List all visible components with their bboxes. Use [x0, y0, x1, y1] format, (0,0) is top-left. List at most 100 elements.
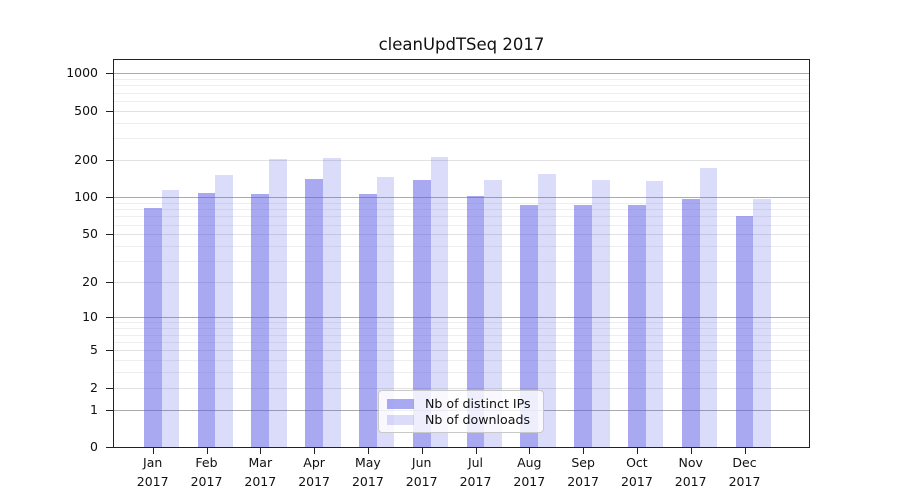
x-tick-label: Feb 2017 — [190, 455, 223, 489]
gridline-minor — [114, 138, 809, 140]
y-tick-label: 10 — [82, 309, 98, 325]
bar-ips-jul — [466, 195, 485, 447]
bar-downloads-apr — [322, 158, 341, 447]
bar-ips-may — [359, 194, 377, 447]
gridline-minor — [114, 92, 809, 94]
bar-downloads-sep — [591, 180, 610, 447]
gridline-major — [114, 110, 809, 112]
gridline-minor — [114, 359, 809, 361]
gridline-minor — [114, 100, 809, 102]
x-tick-mark — [529, 448, 531, 454]
x-tick-label: Oct 2017 — [620, 455, 653, 489]
bar-ips-dec — [735, 216, 754, 447]
legend-item-distinct-ips: Nb of distinct IPs — [387, 396, 535, 411]
bar-downloads-feb — [215, 174, 234, 447]
plot-area — [113, 59, 810, 448]
gridline-minor — [114, 85, 809, 87]
gridline-minor — [114, 334, 809, 336]
y-tick-label: 5 — [90, 342, 98, 358]
y-tick-label: 20 — [82, 274, 98, 290]
y-tick-label: 1000 — [66, 65, 98, 81]
x-tick-label: Apr 2017 — [298, 455, 330, 489]
gridline-minor — [114, 261, 809, 263]
y-tick-label: 100 — [74, 189, 98, 205]
legend-item-downloads: Nb of downloads — [387, 412, 535, 427]
bar-ips-mar — [251, 194, 270, 447]
bar-downloads-jul — [484, 179, 503, 447]
gridline-major — [114, 234, 809, 236]
y-tick-label: 200 — [74, 152, 98, 168]
chart-title: cleanUpdTSeq 2017 — [378, 35, 545, 54]
x-tick-label: May 2017 — [351, 455, 384, 489]
x-tick-label: Aug 2017 — [513, 455, 546, 489]
y-tick-label: 500 — [74, 102, 98, 118]
y-tick-mark — [106, 282, 114, 284]
x-tick-mark — [421, 448, 423, 454]
gridline-major — [114, 282, 809, 284]
legend-label-distinct-ips: Nb of distinct IPs — [425, 396, 531, 411]
legend-swatch-distinct-ips — [387, 398, 414, 409]
y-tick-label: 50 — [82, 226, 98, 242]
gridline-minor — [114, 328, 809, 330]
gridline-major — [114, 350, 809, 352]
y-tick-mark — [106, 73, 114, 75]
gridline-major-pow10 — [114, 317, 809, 319]
bar-downloads-nov — [699, 167, 718, 447]
bar-ips-jun — [412, 180, 431, 447]
gridline-minor — [114, 209, 809, 211]
bar-downloads-oct — [645, 181, 664, 447]
gridline-minor — [114, 122, 809, 124]
y-tick-label: 2 — [90, 379, 98, 395]
gridline-major-pow10 — [114, 197, 809, 199]
x-tick-mark — [690, 448, 692, 454]
x-tick-mark — [206, 448, 208, 454]
x-tick-mark — [152, 448, 154, 454]
bar-downloads-aug — [538, 174, 556, 447]
y-tick-mark — [106, 234, 114, 236]
y-tick-mark — [106, 197, 114, 199]
y-tick-mark — [106, 317, 114, 319]
gridline-minor — [114, 78, 809, 80]
gridline-minor — [114, 372, 809, 373]
bar-downloads-jan — [161, 190, 180, 447]
x-tick-mark — [367, 448, 369, 454]
bar-ips-feb — [197, 193, 216, 447]
bar-downloads-may — [376, 177, 395, 447]
x-tick-label: Mar 2017 — [244, 455, 277, 489]
x-tick-label: Dec 2017 — [728, 455, 761, 489]
bar-ips-oct — [628, 204, 646, 447]
x-tick-mark — [314, 448, 316, 454]
y-tick-label: 1 — [90, 401, 98, 417]
bar-ips-aug — [520, 205, 539, 447]
gridline-major — [114, 387, 809, 389]
bar-ips-jan — [143, 207, 162, 447]
y-tick-mark — [106, 160, 114, 162]
y-tick-mark — [106, 350, 114, 352]
x-tick-mark — [636, 448, 638, 454]
gridline-major — [114, 160, 809, 162]
gridline-minor — [114, 216, 809, 218]
gridline-minor — [114, 341, 809, 343]
legend: Nb of distinct IPs Nb of downloads — [378, 390, 544, 433]
bar-ips-sep — [574, 204, 592, 447]
x-tick-label: Nov 2017 — [674, 455, 707, 489]
gridline-minor — [114, 246, 809, 248]
y-tick-mark — [106, 110, 114, 112]
gridline-major-pow10 — [114, 73, 809, 75]
bar-downloads-dec — [753, 198, 772, 447]
gridline-minor — [114, 322, 809, 324]
x-tick-label: Jul 2017 — [459, 455, 492, 489]
x-tick-mark — [260, 448, 262, 454]
bar-ips-nov — [681, 198, 700, 447]
x-tick-label: Sep 2017 — [567, 455, 599, 489]
y-tick-label: 0 — [90, 439, 98, 454]
bar-downloads-mar — [269, 158, 287, 447]
gridline-minor — [114, 203, 809, 204]
legend-label-downloads: Nb of downloads — [425, 412, 531, 427]
y-tick-mark — [106, 387, 114, 389]
y-tick-mark — [106, 409, 114, 411]
y-tick-mark — [106, 447, 114, 448]
x-tick-mark — [583, 448, 585, 454]
bar-downloads-jun — [430, 157, 449, 447]
